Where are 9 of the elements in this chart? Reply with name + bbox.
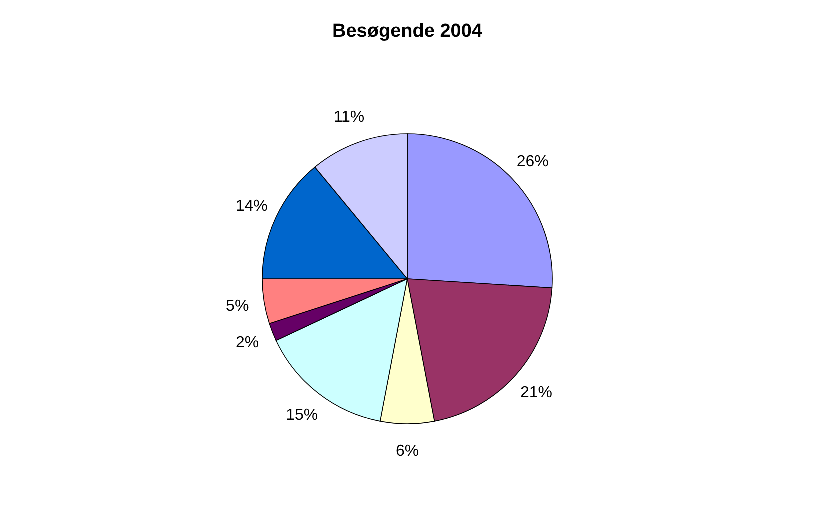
data-label: 5% <box>226 298 250 315</box>
data-label: 26% <box>516 153 549 170</box>
data-label: 2% <box>236 334 260 352</box>
data-label: 21% <box>520 384 553 402</box>
data-label: 11% <box>334 109 365 126</box>
chart-title: Besøgende 2004 <box>332 21 483 42</box>
data-label: 6% <box>396 443 420 460</box>
data-label: 14% <box>236 198 268 215</box>
data-label: 15% <box>286 406 318 424</box>
